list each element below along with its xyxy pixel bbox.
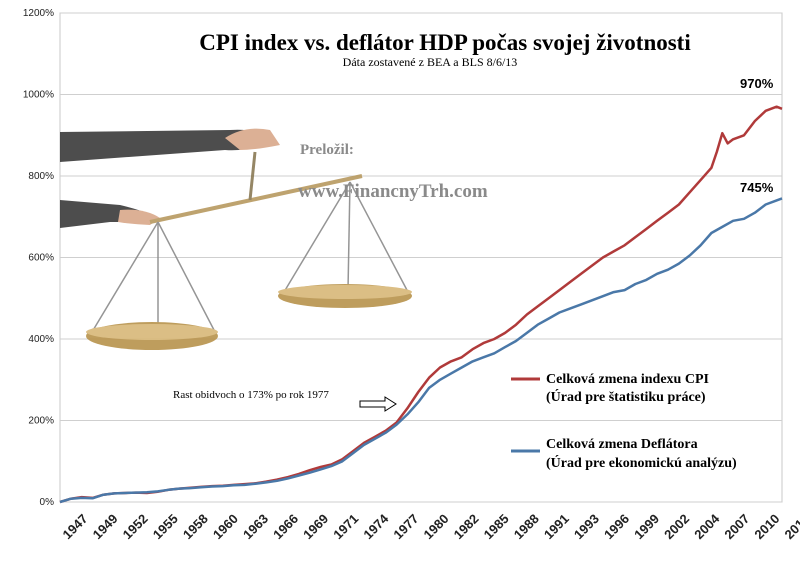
y-tick-label: 600% (28, 253, 54, 264)
y-tick-label: 200% (28, 416, 54, 427)
x-tick-label: 1993 (571, 511, 602, 542)
y-tick-label: 1200% (23, 8, 54, 19)
cpi-end-label: 970% (740, 76, 774, 91)
x-tick-label: 1971 (330, 511, 361, 542)
x-tick-label: 2013 (782, 511, 800, 542)
lower-fingers-icon (118, 209, 160, 225)
y-tick-label: 800% (28, 171, 54, 182)
x-tick-label: 2004 (691, 511, 723, 543)
x-tick-label: 2007 (721, 511, 752, 542)
x-tick-label: 1985 (481, 511, 512, 542)
y-tick-label: 400% (28, 334, 54, 345)
watermark-prelozil: Preložil: (300, 142, 354, 158)
scale-beam (149, 174, 363, 224)
series-layer (59, 105, 783, 504)
legend-cpi-label: Celková zmena indexu CPI (546, 372, 709, 387)
y-axis-ticks: 0% 200% 400% 600% 800% 1000% 1200% (23, 8, 54, 508)
legend-deflator-label: Celková zmena Deflátora (546, 437, 698, 452)
annotation-arrow-icon (359, 396, 397, 412)
x-tick-label: 1991 (541, 511, 572, 542)
gridlines (60, 12, 782, 503)
growth-annotation: Rast obidvoch o 173% po rok 1977 (173, 389, 329, 401)
deflator-end-label: 745% (740, 180, 774, 195)
x-tick-label: 1960 (210, 511, 241, 542)
x-tick-label: 2010 (751, 511, 782, 542)
x-tick-label: 1963 (240, 511, 271, 542)
x-tick-label: 1966 (270, 511, 301, 542)
scale-pivot (248, 151, 257, 201)
x-tick-label: 1974 (360, 511, 392, 543)
deflator-series-line (59, 197, 783, 504)
y-tick-label: 0% (40, 497, 55, 508)
x-tick-label: 1958 (180, 511, 211, 542)
x-tick-label: 1947 (60, 511, 91, 542)
x-axis-ticks: 1947 1949 1952 1955 1958 1960 1963 1966 1969 1971… (60, 511, 800, 543)
x-tick-label: 1949 (90, 511, 121, 542)
x-tick-label: 1980 (421, 511, 452, 542)
chart-subtitle: Dáta zostavené z BEA a BLS 8/6/13 (343, 55, 518, 69)
x-tick-label: 1955 (150, 511, 181, 542)
x-tick-label: 1969 (300, 511, 331, 542)
legend: Celková zmena indexu CPI (Úrad pre štati… (511, 372, 737, 471)
balance-scale-illustration (60, 128, 412, 350)
legend-deflator-sublabel: (Úrad pre ekonomickú analýzu) (546, 454, 737, 471)
x-tick-label: 1952 (120, 511, 151, 542)
upper-fingers-icon (225, 128, 280, 150)
x-tick-label: 1999 (631, 511, 662, 542)
watermark-url: www.FinancnyTrh.com (298, 181, 488, 202)
x-tick-label: 1977 (390, 511, 421, 542)
x-tick-label: 1996 (601, 511, 632, 542)
upper-hand-icon (60, 129, 262, 162)
y-tick-label: 1000% (23, 90, 54, 101)
x-tick-label: 1988 (511, 511, 542, 542)
chart-title: CPI index vs. deflátor HDP počas svojej … (199, 30, 691, 55)
x-tick-label: 2002 (661, 511, 692, 542)
legend-cpi-sublabel: (Úrad pre štatistiku práce) (546, 388, 706, 405)
x-tick-label: 1982 (451, 511, 482, 542)
